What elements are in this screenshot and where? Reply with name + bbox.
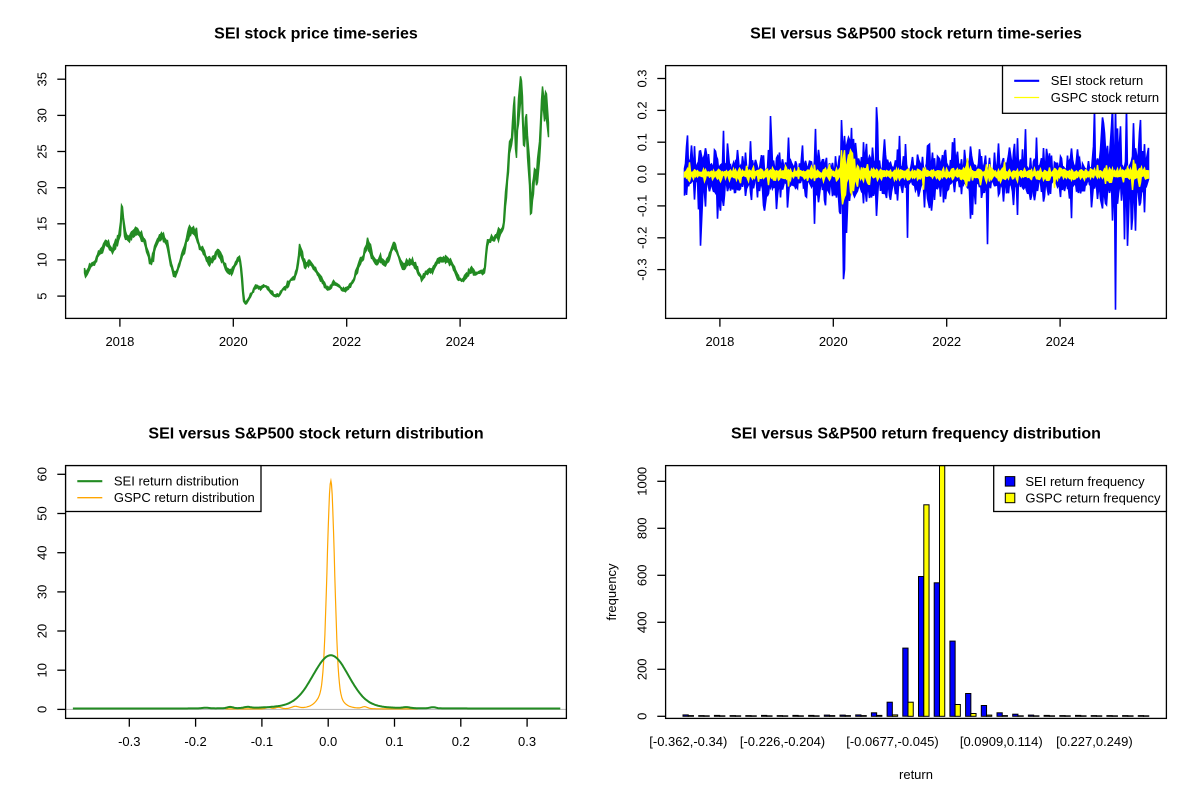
svg-text:15: 15 <box>34 217 49 231</box>
svg-text:600: 600 <box>634 564 649 586</box>
svg-text:60: 60 <box>34 467 49 481</box>
svg-text:30: 30 <box>34 585 49 599</box>
svg-text:SEI versus S&P500 return frequ: SEI versus S&P500 return frequency distr… <box>731 426 1101 443</box>
svg-text:0.0: 0.0 <box>319 734 337 749</box>
svg-text:2018: 2018 <box>105 334 134 349</box>
svg-text:0.3: 0.3 <box>634 69 649 87</box>
svg-text:-0.3: -0.3 <box>118 734 140 749</box>
svg-text:2022: 2022 <box>932 334 961 349</box>
svg-text:25: 25 <box>34 144 49 158</box>
svg-text:SEI versus S&P500 stock return: SEI versus S&P500 stock return distribut… <box>148 426 483 443</box>
svg-text:2022: 2022 <box>332 334 361 349</box>
svg-text:0.3: 0.3 <box>518 734 536 749</box>
svg-text:5: 5 <box>34 292 49 299</box>
svg-text:-0.2: -0.2 <box>184 734 206 749</box>
svg-text:[-0.0677,-0.045): [-0.0677,-0.045) <box>846 734 939 749</box>
svg-text:-0.1: -0.1 <box>251 734 273 749</box>
svg-text:50: 50 <box>34 506 49 520</box>
svg-text:GSPC return frequency: GSPC return frequency <box>1025 490 1161 505</box>
svg-text:[-0.362,-0.34): [-0.362,-0.34) <box>649 734 727 749</box>
svg-text:10: 10 <box>34 663 49 677</box>
svg-text:SEI return frequency: SEI return frequency <box>1025 474 1145 489</box>
svg-text:-0.1: -0.1 <box>634 195 649 217</box>
svg-text:GSPC stock return: GSPC stock return <box>1051 90 1159 105</box>
svg-text:0: 0 <box>34 706 49 713</box>
svg-text:800: 800 <box>634 517 649 539</box>
svg-text:SEI stock price time-series: SEI stock price time-series <box>214 26 418 43</box>
svg-text:SEI versus S&P500 stock return: SEI versus S&P500 stock return time-seri… <box>750 26 1082 43</box>
svg-text:200: 200 <box>634 658 649 680</box>
svg-text:0.1: 0.1 <box>634 133 649 151</box>
svg-text:2024: 2024 <box>446 334 475 349</box>
svg-text:400: 400 <box>634 611 649 633</box>
svg-text:2020: 2020 <box>219 334 248 349</box>
svg-text:[-0.226,-0.204): [-0.226,-0.204) <box>740 734 825 749</box>
svg-text:20: 20 <box>34 624 49 638</box>
svg-text:0.2: 0.2 <box>452 734 470 749</box>
svg-text:30: 30 <box>34 108 49 122</box>
svg-text:GSPC return distribution: GSPC return distribution <box>114 490 255 505</box>
svg-text:2018: 2018 <box>705 334 734 349</box>
svg-text:SEI stock return: SEI stock return <box>1051 73 1143 88</box>
svg-text:10: 10 <box>34 253 49 267</box>
svg-text:0.2: 0.2 <box>634 101 649 119</box>
svg-text:40: 40 <box>34 545 49 559</box>
svg-text:[0.227,0.249): [0.227,0.249) <box>1056 734 1133 749</box>
svg-text:frequency: frequency <box>604 563 619 621</box>
svg-text:-0.2: -0.2 <box>634 227 649 249</box>
svg-text:2024: 2024 <box>1046 334 1075 349</box>
svg-text:[0.0909,0.114): [0.0909,0.114) <box>960 734 1043 749</box>
svg-text:0: 0 <box>634 713 649 720</box>
svg-text:1000: 1000 <box>634 467 649 496</box>
svg-text:-0.3: -0.3 <box>634 258 649 280</box>
svg-text:0.0: 0.0 <box>634 165 649 183</box>
svg-text:2020: 2020 <box>819 334 848 349</box>
svg-text:20: 20 <box>34 180 49 194</box>
svg-text:0.1: 0.1 <box>385 734 403 749</box>
svg-text:35: 35 <box>34 72 49 86</box>
svg-text:SEI return distribution: SEI return distribution <box>114 474 239 489</box>
svg-text:return: return <box>899 767 933 782</box>
